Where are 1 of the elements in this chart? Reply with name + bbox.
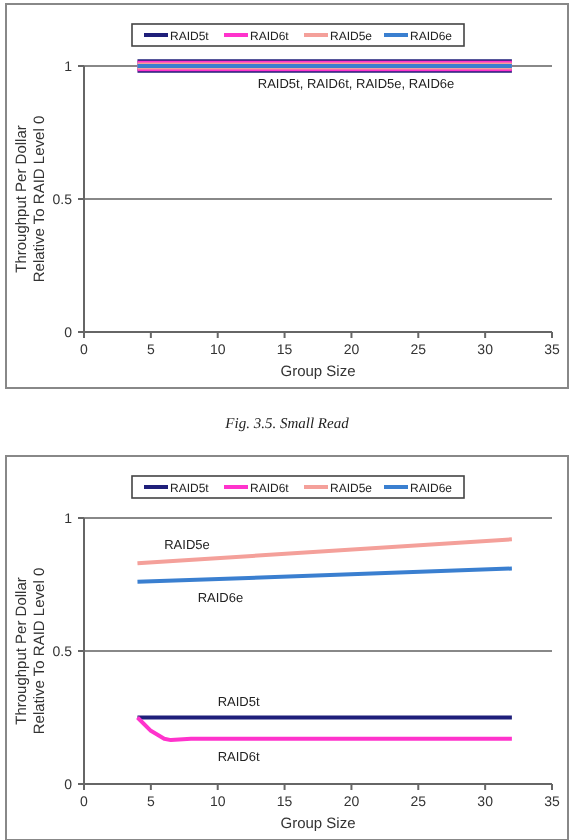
line-series [135,715,514,743]
